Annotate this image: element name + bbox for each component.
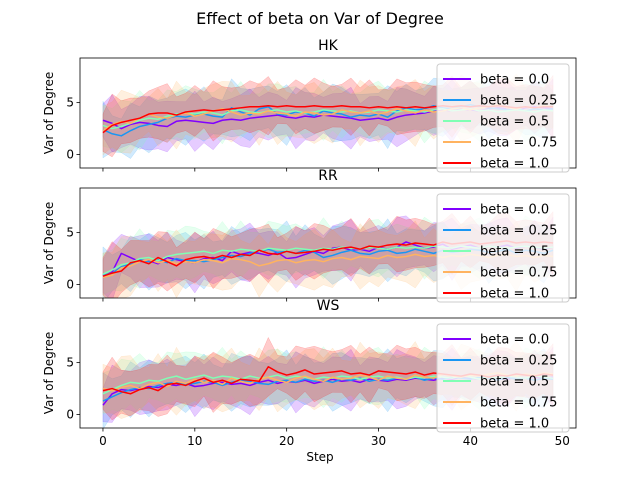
legend-label: beta = 0.25 [480, 354, 557, 369]
legend: beta = 0.0 beta = 0.25 beta = 0.5 beta = 0.… [436, 63, 570, 173]
legend-label: beta = 0.75 [480, 136, 557, 151]
x-axis-label: Step [306, 450, 333, 464]
y-axis-label: Var of Degree [42, 332, 56, 414]
x-tick-label: 30 [371, 434, 386, 448]
x-tick-label: 40 [463, 434, 478, 448]
y-axis-label: Var of Degree [42, 202, 56, 284]
figure-suptitle: Effect of beta on Var of Degree [196, 9, 444, 28]
y-tick-label: 5 [66, 226, 74, 240]
legend-label: beta = 0.5 [480, 375, 549, 390]
y-tick-label: 0 [66, 278, 74, 292]
legend-label: beta = 0.0 [480, 203, 549, 218]
legend: beta = 0.0 beta = 0.25 beta = 0.5 beta = 0.… [436, 193, 570, 303]
x-tick-label: 20 [279, 434, 294, 448]
y-axis-label: Var of Degree [42, 72, 56, 154]
legend-label: beta = 0.25 [480, 224, 557, 239]
y-tick-label: 5 [66, 356, 74, 370]
legend-label: beta = 0.5 [480, 245, 549, 260]
legend-box [436, 193, 570, 303]
legend-label: beta = 0.75 [480, 396, 557, 411]
legend-label: beta = 0.5 [480, 115, 549, 130]
legend-label: beta = 0.0 [480, 333, 549, 348]
x-tick-label: 50 [555, 434, 570, 448]
axes-frame [79, 187, 577, 299]
axes-frame [79, 317, 577, 429]
legend-box [436, 63, 570, 173]
legend-label: beta = 1.0 [480, 287, 549, 302]
x-tick-label: 10 [187, 434, 202, 448]
subplot-title: RR [318, 168, 338, 184]
y-tick-label: 0 [66, 408, 74, 422]
legend-label: beta = 0.0 [480, 73, 549, 88]
y-tick-label: 0 [66, 148, 74, 162]
legend: beta = 0.0 beta = 0.25 beta = 0.5 beta = 0.… [436, 323, 570, 433]
legend-label: beta = 0.75 [480, 266, 557, 281]
legend-label: beta = 0.25 [480, 94, 557, 109]
legend-label: beta = 1.0 [480, 417, 549, 432]
axes-frame [79, 57, 577, 169]
legend-label: beta = 1.0 [480, 157, 549, 172]
legend-box [436, 323, 570, 433]
x-tick-label: 0 [99, 434, 107, 448]
subplot-title: HK [318, 38, 339, 54]
subplot-title: WS [317, 298, 340, 314]
y-tick-label: 5 [66, 96, 74, 110]
